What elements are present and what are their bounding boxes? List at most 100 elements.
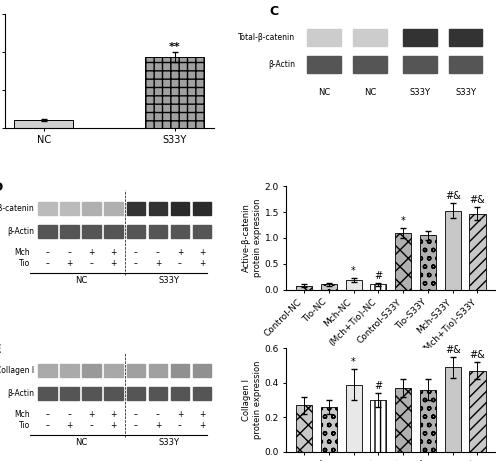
Text: Tio: Tio [19, 421, 30, 431]
Text: Total-β-catenin: Total-β-catenin [238, 33, 295, 41]
Text: NC: NC [74, 276, 87, 285]
Bar [38, 364, 57, 378]
Bar [170, 387, 190, 400]
Bar [192, 387, 212, 400]
Text: –: – [68, 410, 71, 419]
Bar [148, 225, 168, 238]
Text: –: – [68, 248, 71, 257]
Text: –: – [90, 421, 94, 431]
Text: #: # [374, 272, 382, 281]
Text: –: – [46, 421, 50, 431]
Text: #&: #& [470, 350, 486, 361]
Text: –: – [46, 410, 50, 419]
Text: –: – [90, 260, 94, 268]
Bar [82, 225, 101, 238]
Bar [470, 371, 486, 452]
Text: *: * [401, 216, 406, 225]
Text: +: + [110, 410, 117, 419]
Text: +: + [199, 410, 205, 419]
Text: #&: #& [470, 195, 486, 206]
Text: –: – [46, 248, 50, 257]
Text: +: + [66, 260, 73, 268]
Text: +: + [199, 421, 205, 431]
Bar [82, 364, 101, 378]
Text: #: # [374, 382, 382, 391]
Text: E: E [0, 343, 1, 356]
Bar [170, 202, 190, 215]
Bar [104, 364, 124, 378]
Text: **: ** [168, 42, 180, 53]
Text: Collagen I: Collagen I [0, 366, 34, 375]
Bar [38, 225, 57, 238]
Text: Tio: Tio [19, 260, 30, 268]
Text: #&: #& [445, 345, 460, 355]
Bar [38, 202, 57, 215]
Text: –: – [156, 410, 160, 419]
Text: +: + [66, 421, 73, 431]
Text: +: + [88, 248, 95, 257]
Bar [126, 202, 146, 215]
Bar [170, 225, 190, 238]
Bar [449, 29, 482, 46]
Text: +: + [110, 260, 117, 268]
Bar [395, 233, 411, 290]
Text: +: + [155, 421, 161, 431]
Bar [148, 202, 168, 215]
Bar [296, 405, 312, 452]
Bar [346, 280, 362, 290]
Y-axis label: Collagen I
protein expression: Collagen I protein expression [242, 361, 262, 439]
Bar [148, 387, 168, 400]
Bar [404, 29, 436, 46]
Bar [192, 225, 212, 238]
Bar [308, 29, 340, 46]
Bar [14, 120, 74, 128]
Bar [470, 214, 486, 290]
Bar [420, 390, 436, 452]
Bar [346, 384, 362, 452]
Text: β-Actin: β-Actin [7, 227, 34, 236]
Text: Mch: Mch [14, 248, 30, 257]
Bar [404, 56, 436, 73]
Bar [60, 202, 79, 215]
Text: –: – [134, 421, 138, 431]
Bar [148, 364, 168, 378]
Bar [370, 284, 386, 290]
Text: NC: NC [318, 88, 330, 97]
Text: *: * [351, 266, 356, 276]
Bar [60, 387, 79, 400]
Text: –: – [134, 260, 138, 268]
Text: NC: NC [364, 88, 376, 97]
Text: +: + [199, 260, 205, 268]
Bar [170, 364, 190, 378]
Bar [104, 225, 124, 238]
Text: +: + [199, 248, 205, 257]
Text: –: – [178, 421, 182, 431]
Text: +: + [177, 248, 183, 257]
Text: –: – [156, 248, 160, 257]
Bar [192, 364, 212, 378]
Text: S33Y: S33Y [456, 88, 476, 97]
Bar [320, 284, 337, 290]
Bar [420, 236, 436, 290]
Bar [145, 57, 204, 128]
Bar [308, 56, 340, 73]
Text: –: – [134, 248, 138, 257]
Bar [126, 225, 146, 238]
Bar [395, 388, 411, 452]
Bar [370, 400, 386, 452]
Bar [60, 364, 79, 378]
Bar [449, 56, 482, 73]
Text: D: D [0, 181, 2, 194]
Bar [38, 387, 57, 400]
Text: #&: #& [445, 191, 460, 201]
Bar [192, 202, 212, 215]
Bar [82, 202, 101, 215]
Text: Mch: Mch [14, 410, 30, 419]
Text: S33Y: S33Y [158, 438, 180, 447]
Y-axis label: Active-β-catenin
protein expression: Active-β-catenin protein expression [242, 199, 262, 277]
Bar [60, 225, 79, 238]
Text: –: – [134, 410, 138, 419]
Bar [444, 211, 460, 290]
Bar [353, 56, 386, 73]
Bar [82, 387, 101, 400]
